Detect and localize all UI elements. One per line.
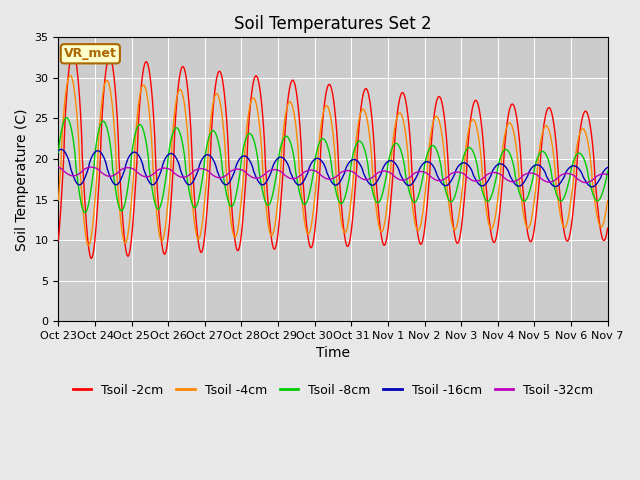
X-axis label: Time: Time [316, 347, 350, 360]
Legend: Tsoil -2cm, Tsoil -4cm, Tsoil -8cm, Tsoil -16cm, Tsoil -32cm: Tsoil -2cm, Tsoil -4cm, Tsoil -8cm, Tsoi… [68, 379, 598, 402]
Y-axis label: Soil Temperature (C): Soil Temperature (C) [15, 108, 29, 251]
Text: VR_met: VR_met [64, 47, 116, 60]
Bar [58, 78, 607, 240]
Title: Soil Temperatures Set 2: Soil Temperatures Set 2 [234, 15, 432, 33]
